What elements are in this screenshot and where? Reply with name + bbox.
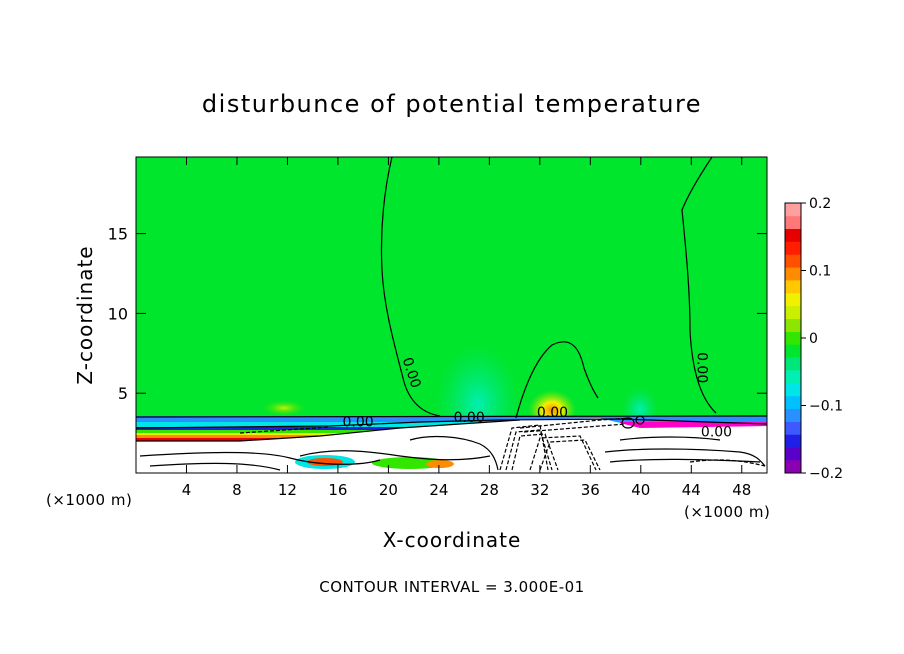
x-tick-label: 48 — [732, 481, 751, 499]
contour-band-top — [136, 415, 767, 418]
contour-band-low — [136, 419, 521, 442]
colorbar-swatch — [785, 254, 801, 268]
dashed-contour-ridge-5 — [539, 439, 601, 471]
x-tick-label: 44 — [682, 481, 701, 499]
colorbar-swatch — [785, 293, 801, 307]
dashed-contour-ridge-1 — [499, 424, 549, 471]
x-tick-label: 24 — [429, 481, 448, 499]
colorbar-swatch — [785, 408, 801, 422]
colorbar-swatch — [785, 215, 801, 230]
colorbar: 0.2 0.1 0 −0.1 −0.2 — [784, 196, 843, 482]
contour-surface-3 — [299, 450, 491, 461]
dashed-contour-ridge-4 — [529, 435, 597, 471]
y-tick-label: 10 — [108, 304, 128, 323]
contour-surface-4 — [409, 435, 499, 471]
x-tick-label: 8 — [232, 481, 242, 499]
y-axis-title: Z-coordinate — [73, 245, 97, 384]
colorbar-swatch — [785, 203, 801, 217]
contour-dome — [515, 341, 599, 419]
colorbar-label: 0.2 — [809, 196, 831, 212]
colorbar-swatch — [785, 305, 801, 320]
contour-label: 0.00 — [454, 410, 485, 426]
colorbar-label: −0.2 — [809, 466, 843, 482]
contour-circle-2 — [635, 415, 645, 425]
x-tick-label: 12 — [278, 481, 297, 499]
chart-title: disturbunce of potential temperature — [202, 90, 702, 118]
y-tick-label: 15 — [108, 225, 128, 244]
contour-surface-5 — [604, 448, 766, 467]
contour-surface-1 — [139, 451, 381, 465]
colorbar-swatch — [785, 267, 801, 281]
dashed-contour-left-1 — [239, 426, 331, 434]
contour-zero-right — [681, 157, 717, 414]
contour-label: 0.00 — [694, 352, 710, 383]
y-tick-label: 5 — [118, 384, 128, 403]
plot-frame — [135, 156, 768, 474]
contour-label: 0.00 — [701, 424, 732, 440]
colorbar-swatch — [785, 434, 801, 448]
contour-surface-2 — [149, 462, 281, 471]
contour-label: 0.00 — [343, 415, 374, 431]
x-tick-label: 4 — [182, 481, 192, 499]
colorbar-label: 0.1 — [809, 264, 831, 280]
x-tick-label: 36 — [581, 481, 600, 499]
colorbar-swatch — [785, 280, 801, 294]
y-axis: 5 10 15 — [108, 225, 767, 403]
colorbar-swatch — [785, 228, 801, 242]
x-tick-label: 20 — [379, 481, 398, 499]
plot-area: 0.000.00 0.00 0.000.000.00 — [136, 157, 767, 473]
dashed-contours — [239, 417, 766, 471]
contour-interval-footer: CONTOUR INTERVAL = 3.000E-01 — [319, 578, 584, 596]
contour-label: 0.00 — [537, 405, 568, 421]
contour-surface-7 — [619, 436, 721, 441]
x-tick-label: 16 — [328, 481, 347, 499]
dashed-contour-ridge-6 — [519, 417, 631, 429]
colorbar-swatch — [785, 318, 801, 332]
band-magenta — [620, 422, 767, 428]
colorbar-swatch — [785, 344, 801, 358]
x-tick-label: 32 — [530, 481, 549, 499]
colorbar-swatch — [785, 370, 801, 384]
colorbar-label: 0 — [809, 331, 818, 347]
dashed-contour-ridge-8 — [689, 459, 766, 467]
colorbar-label: −0.1 — [809, 399, 843, 415]
dashed-contour-ridge-7 — [523, 423, 627, 433]
band-blue — [136, 416, 767, 422]
colorbar-swatch — [785, 421, 801, 435]
colorbar-swatch — [785, 395, 801, 410]
dashed-contour-ridge-2 — [505, 429, 553, 471]
colorbar-swatch — [785, 460, 801, 474]
colorbar-swatch — [785, 241, 801, 255]
dashed-contour-ridge-3 — [511, 433, 559, 471]
x-axis-title: X-coordinate — [383, 528, 522, 552]
surface-colored-cell-4 — [426, 460, 454, 468]
x-axis: 4 8 12 16 20 24 28 32 36 40 44 48 — [182, 157, 751, 499]
contour-zero-left — [380, 157, 441, 417]
x-tick-label: 28 — [480, 481, 499, 499]
colorbar-swatch — [785, 331, 801, 345]
x-unit-right: (×1000 m) — [684, 503, 770, 521]
colorbar-swatch — [785, 357, 801, 371]
warm-anomaly-left — [262, 400, 306, 416]
colorbar-swatch — [785, 447, 801, 461]
x-tick-label: 40 — [631, 481, 650, 499]
band-navy — [136, 427, 506, 430]
colorbar-swatch — [785, 383, 801, 397]
x-unit-left: (×1000 m) — [46, 491, 132, 509]
